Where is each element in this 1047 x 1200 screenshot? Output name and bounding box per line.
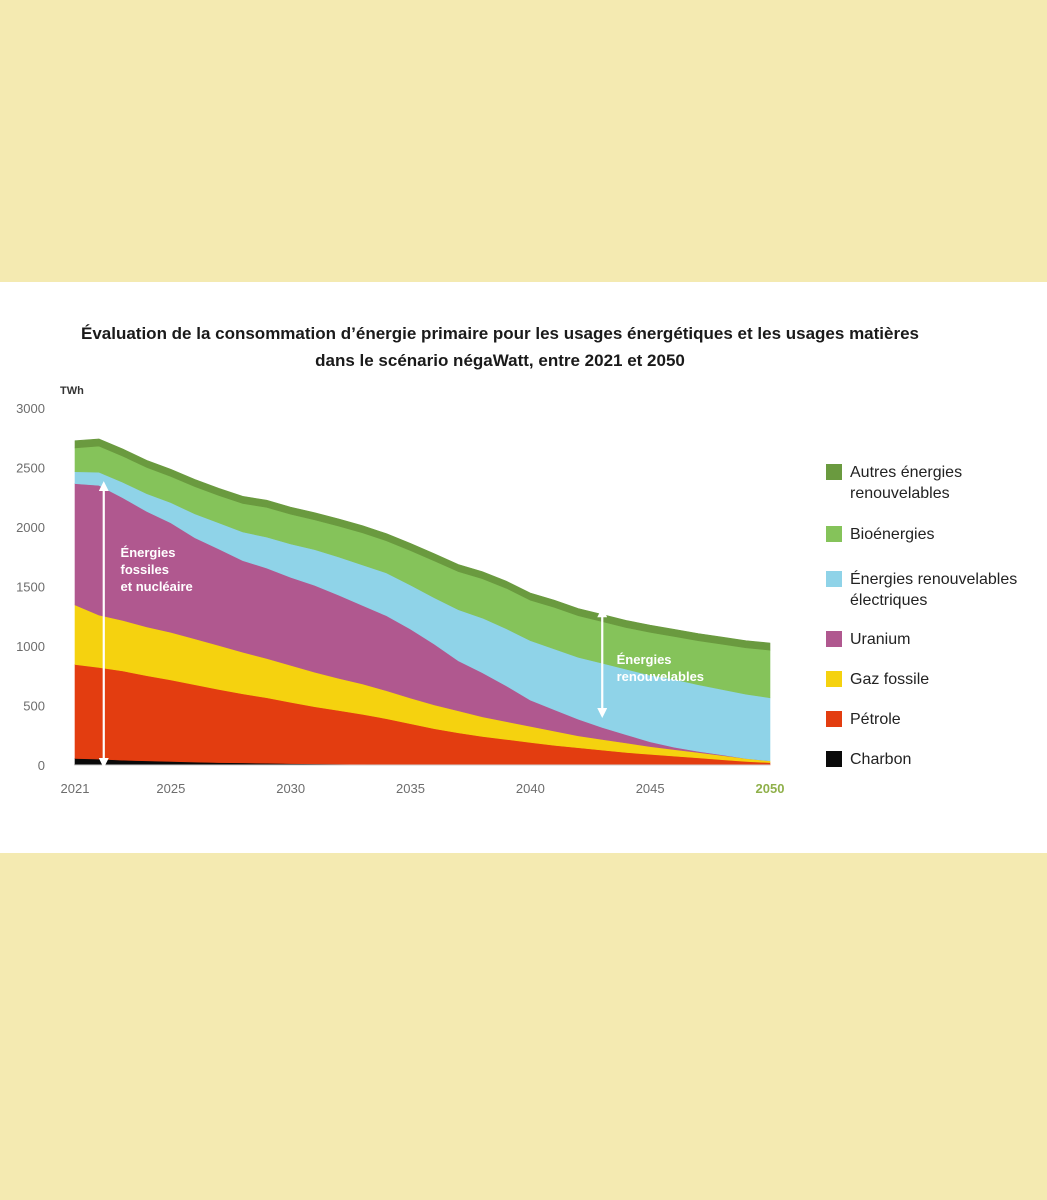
legend-label: Charbon [850,751,912,768]
legend-swatch [826,526,842,542]
y-axis-label: TWh [60,385,84,397]
legend-item-bioenergies: Bioénergies [826,524,935,545]
chart-title-line1: Évaluation de la consommation d’énergie … [80,324,919,343]
x-tick-label: 2030 [276,781,305,796]
legend-swatch [826,751,842,767]
legend-item-energies-renouvelables-electriques: Énergies renouvelables électriques [826,569,1017,611]
x-axis: 2021 2025 2030 2035 2040 2045 2050 [61,764,785,796]
legend-swatch [826,671,842,687]
legend-item-gaz-fossile: Gaz fossile [826,669,929,690]
figure-panel: Évaluation de la consommation d’énergie … [0,282,1047,853]
legend-item-petrole: Pétrole [826,709,901,730]
stacked-area-chart: 0 500 1000 1500 2000 2500 3000 TWh 2021 2025 2030… [16,385,785,796]
legend-swatch [826,631,842,647]
x-tick-label: 2035 [396,781,425,796]
y-tick-label: 2500 [16,461,45,476]
annotation-label: Énergies renouvelables [617,652,704,684]
y-tick-label: 3000 [16,401,45,416]
y-axis: 0 500 1000 1500 2000 2500 3000 TWh [16,385,84,773]
legend-swatch [826,464,842,480]
legend-label: Énergies renouvelables électriques [850,571,1018,609]
x-tick-label: 2050 [756,781,785,796]
legend-item-charbon: Charbon [826,749,911,770]
y-tick-label: 0 [38,758,45,773]
legend-label: Uranium [850,631,911,648]
x-tick-label: 2025 [156,781,185,796]
y-tick-label: 1500 [16,580,45,595]
area-autres-energies-renouvelables [74,438,771,651]
chart-title: Évaluation de la consommation d’énergie … [0,320,1000,374]
legend-swatch [826,571,842,587]
y-tick-label: 1000 [16,639,45,654]
plot-areas [74,438,771,766]
legend-label: Gaz fossile [850,671,930,688]
x-tick-label: 2045 [636,781,665,796]
annotation-label: Énergies fossiles et nucléaire [121,545,193,594]
legend-label: Pétrole [850,711,901,728]
x-tick-label: 2021 [61,781,90,796]
x-tick-label: 2040 [516,781,545,796]
y-tick-label: 500 [23,699,45,714]
chart-subtitle: dans le scénario négaWatt, entre 2021 et… [315,351,685,370]
legend-swatch [826,711,842,727]
legend-item-uranium: Uranium [826,629,910,650]
legend-item-autres-energies-renouvelables: Autres énergies renouvelables [826,462,962,504]
annotations: Énergies fossiles et nucléaire Énergies reno… [98,481,704,768]
legend-label: Autres énergies renouvelables [850,464,963,502]
legend-label: Bioénergies [850,526,935,543]
y-tick-label: 2000 [16,520,45,535]
